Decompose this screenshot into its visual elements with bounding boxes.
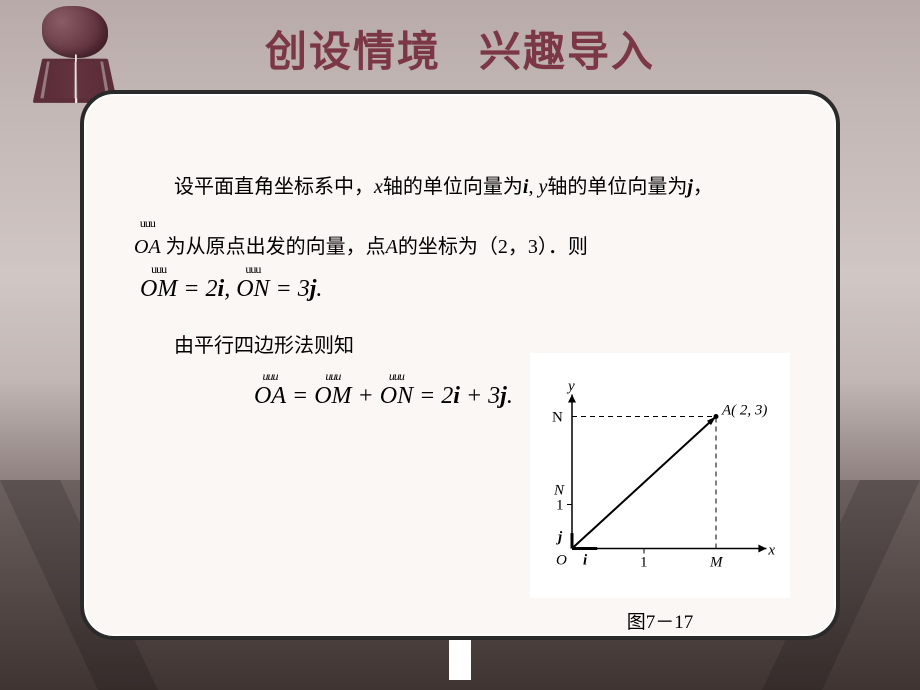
text: .: [507, 383, 513, 409]
vector-label: OA: [134, 236, 161, 258]
vec-ON: ON: [380, 383, 413, 409]
svg-text:O: O: [556, 553, 567, 569]
svg-text:i: i: [583, 553, 588, 569]
coordinate-diagram: Oxy11NijMNA( 2, 3): [530, 353, 790, 598]
vector-arrow: uuu: [314, 369, 351, 384]
svg-text:M: M: [709, 555, 724, 571]
svg-text:N: N: [552, 410, 563, 426]
figure-caption: 图7－17: [530, 607, 790, 634]
text: 设平面直角坐标系中，: [174, 176, 374, 198]
text: 为从原点出发的向量，点: [161, 236, 386, 258]
paragraph-1: 设平面直角坐标系中，x轴的单位向量为i, y轴的单位向量为j，: [134, 164, 796, 210]
var-y: y: [538, 176, 547, 198]
vector-arrow: uuu: [134, 210, 161, 238]
var-A: A: [386, 236, 398, 258]
paragraph-2: uuu OA 为从原点出发的向量，点A的坐标为（2，3）．则: [134, 224, 796, 270]
vec-ON: ON: [236, 276, 269, 302]
text: 轴的单位向量为: [383, 176, 523, 198]
text: 的坐标为（2，3）．则: [398, 236, 588, 258]
content-card: 设平面直角坐标系中，x轴的单位向量为i, y轴的单位向量为j， uuu OA 为…: [80, 90, 840, 640]
title-part2: 兴趣导入: [479, 30, 655, 76]
text: +: [352, 383, 380, 409]
svg-text:A( 2, 3): A( 2, 3): [721, 403, 767, 419]
text: = 2: [177, 276, 217, 302]
equation-1: uuuOM = 2i, uuuON = 3j.: [134, 276, 796, 303]
text: 轴的单位向量为: [547, 176, 687, 198]
text: ,: [528, 176, 538, 198]
text: ，: [693, 176, 713, 198]
vector-arrow: uuu: [380, 369, 413, 384]
title-part1: 创设情境: [265, 30, 441, 76]
svg-text:x: x: [767, 543, 775, 559]
vec-OM: OM: [314, 383, 351, 409]
vector-arrow: uuu: [236, 262, 269, 277]
svg-text:j: j: [556, 530, 563, 546]
vec-OA: OA: [254, 383, 286, 409]
svg-text:1: 1: [640, 555, 648, 571]
vector-arrow: uuu: [140, 262, 177, 277]
vec-OM: OM: [140, 276, 177, 302]
vec-j: j: [500, 383, 507, 409]
vector-arrow: uuu: [254, 369, 286, 384]
text: .: [316, 276, 322, 302]
text: + 3: [460, 383, 500, 409]
svg-text:N: N: [553, 483, 565, 499]
var-x: x: [374, 176, 383, 198]
svg-text:1: 1: [556, 498, 564, 514]
page-title: 创设情境兴趣导入: [0, 18, 920, 79]
text: = 2: [413, 383, 453, 409]
text: = 3: [270, 276, 310, 302]
text: =: [286, 383, 314, 409]
text: ,: [224, 276, 236, 302]
svg-text:y: y: [566, 379, 575, 395]
figure-7-17: Oxy11NijMNA( 2, 3) 图7－17: [530, 353, 790, 598]
vec-i: i: [453, 383, 460, 409]
